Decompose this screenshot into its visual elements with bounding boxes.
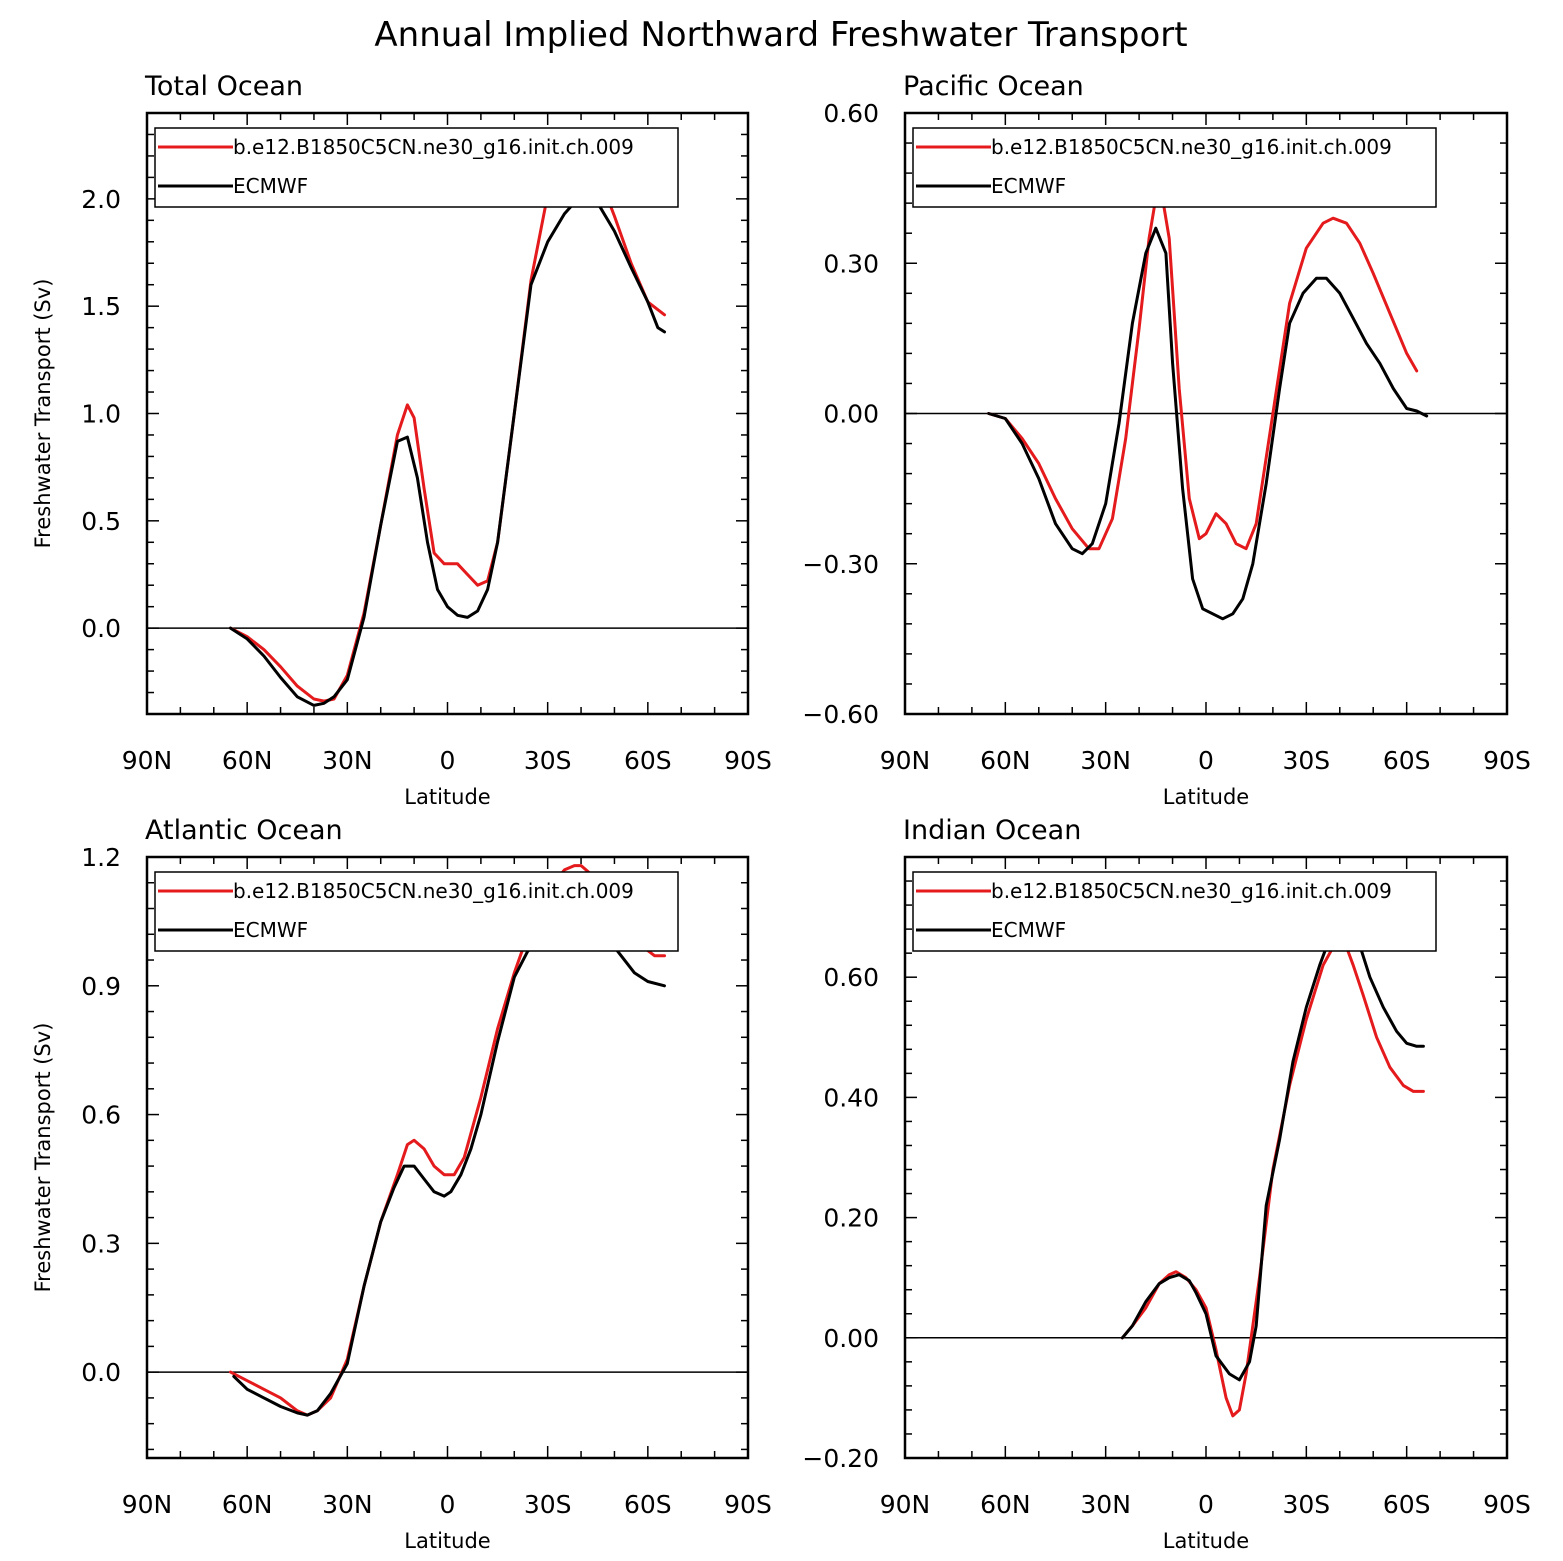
x-tick-label: 90S	[724, 1490, 772, 1519]
y-tick-label: 0.60	[823, 963, 879, 992]
x-tick-label: 30N	[1080, 1490, 1131, 1519]
series-line-model	[1120, 939, 1425, 1418]
x-tick-label: 60N	[222, 1490, 273, 1519]
x-axis-label: Latitude	[404, 1529, 490, 1553]
legend-entry: b.e12.B1850C5CN.ne30_g16.init.ch.009	[991, 135, 1392, 159]
x-tick-label: 30S	[1282, 746, 1330, 775]
series-line-ecmwf	[1120, 915, 1425, 1382]
legend-box	[912, 871, 1437, 952]
panel-3: 90N 60N 30N 0 30S 60S 90S 0.0 0.3 0.6 0.9 1.2 Latitu…	[31, 815, 772, 1553]
legend-entry: b.e12.B1850C5CN.ne30_g16.init.ch.009	[233, 879, 634, 903]
legend-entry: ECMWF	[233, 174, 308, 198]
y-tick-label: 0.00	[823, 1324, 879, 1353]
x-tick-label: 30S	[524, 746, 572, 775]
legend: b.e12.B1850C5CN.ne30_g16.init.ch.009 ECMW…	[154, 127, 679, 208]
y-tick-label: 1.0	[81, 400, 121, 429]
y-tick-label: −0.60	[802, 700, 879, 729]
panel-title: Pacific Ocean	[903, 71, 1084, 102]
x-tick-label: 90N	[122, 1490, 173, 1519]
x-tick-label: 30S	[524, 1490, 572, 1519]
y-tick-label: 0.00	[823, 400, 879, 429]
legend: b.e12.B1850C5CN.ne30_g16.init.ch.009 ECMW…	[912, 871, 1437, 952]
x-tick-label: 0	[440, 1490, 456, 1519]
x-tick-label: 0	[1198, 746, 1214, 775]
x-axis-label: Latitude	[1163, 1529, 1249, 1553]
y-tick-label: 0.0	[81, 614, 121, 643]
x-tick-label: 60S	[1383, 746, 1431, 775]
x-axis-label: Latitude	[404, 785, 490, 809]
panel-title: Atlantic Ocean	[145, 815, 343, 846]
y-tick-label: 0.5	[81, 507, 121, 536]
y-axis-label: Freshwater Transport (Sv)	[31, 1023, 55, 1293]
x-tick-label: 60S	[624, 746, 672, 775]
y-tick-label: 0.6	[81, 1101, 121, 1130]
legend: b.e12.B1850C5CN.ne30_g16.init.ch.009 ECMW…	[154, 871, 679, 952]
x-tick-label: 30N	[1080, 746, 1131, 775]
y-tick-label: 2.0	[81, 185, 121, 214]
legend-box	[154, 871, 679, 952]
y-tick-label: 1.5	[81, 292, 121, 321]
x-axis-label: Latitude	[1163, 785, 1249, 809]
y-tick-label: 0.40	[823, 1083, 879, 1112]
series-line-ecmwf	[987, 226, 1429, 621]
legend-box	[912, 127, 1437, 208]
x-tick-label: 0	[1198, 1490, 1214, 1519]
x-tick-label: 90N	[880, 1490, 931, 1519]
x-tick-label: 60S	[1383, 1490, 1431, 1519]
x-tick-label: 90S	[1483, 746, 1531, 775]
y-axis-label: Freshwater Transport (Sv)	[31, 279, 55, 549]
y-tick-label: −0.20	[802, 1444, 879, 1473]
panel-title: Total Ocean	[144, 71, 303, 102]
legend-entry: b.e12.B1850C5CN.ne30_g16.init.ch.009	[233, 135, 634, 159]
series-line-model	[987, 196, 1419, 551]
y-tick-label: 0.30	[823, 249, 879, 278]
panel-4: 90N 60N 30N 0 30S 60S 90S −0.20 0.00 0.20 0.40 0.60…	[802, 815, 1530, 1553]
panel-2: 90N 60N 30N 0 30S 60S 90S −0.60 −0.30 0.00 0.30 0.6…	[802, 71, 1530, 809]
x-tick-label: 30N	[322, 1490, 373, 1519]
x-tick-label: 30S	[1282, 1490, 1330, 1519]
x-tick-label: 0	[440, 746, 456, 775]
legend-entry: ECMWF	[991, 918, 1066, 942]
x-tick-label: 60N	[222, 746, 273, 775]
y-tick-label: 0.60	[823, 99, 879, 128]
legend-entry: ECMWF	[233, 918, 308, 942]
legend-entry: ECMWF	[991, 174, 1066, 198]
x-tick-label: 90S	[724, 746, 772, 775]
x-tick-label: 90N	[880, 746, 931, 775]
y-tick-label: 0.0	[81, 1358, 121, 1387]
panel-title: Indian Ocean	[903, 815, 1081, 846]
legend-box	[154, 127, 679, 208]
y-tick-label: −0.30	[802, 550, 879, 579]
y-tick-label: 1.2	[81, 843, 121, 872]
figure-title: Annual Implied Northward Freshwater Tran…	[374, 15, 1187, 55]
x-tick-label: 60N	[980, 746, 1031, 775]
x-tick-label: 60N	[980, 1490, 1031, 1519]
panel-1: 90N 60N 30N 0 30S 60S 90S 0.0 0.5 1.0 1.5 2.0 Latitu…	[31, 71, 772, 809]
legend: b.e12.B1850C5CN.ne30_g16.init.ch.009 ECMW…	[912, 127, 1437, 208]
x-tick-label: 60S	[624, 1490, 672, 1519]
y-tick-label: 0.20	[823, 1204, 879, 1233]
y-tick-label: 0.9	[81, 972, 121, 1001]
x-tick-label: 90N	[122, 746, 173, 775]
legend-entry: b.e12.B1850C5CN.ne30_g16.init.ch.009	[991, 879, 1392, 903]
y-tick-label: 0.3	[81, 1229, 121, 1258]
x-tick-label: 30N	[322, 746, 373, 775]
x-tick-label: 90S	[1483, 1490, 1531, 1519]
